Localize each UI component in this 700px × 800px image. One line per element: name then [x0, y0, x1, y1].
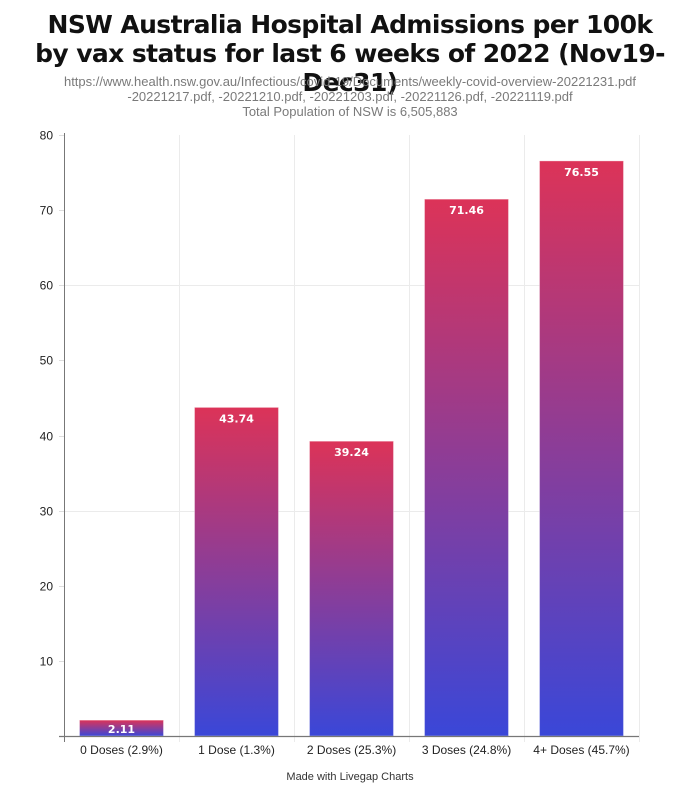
- y-tick-label: 30: [40, 505, 54, 519]
- axis-layer: [59, 133, 639, 742]
- y-tick-label: 50: [40, 354, 54, 368]
- data-label: 71.46: [449, 204, 484, 217]
- y-tick-label: 80: [40, 129, 54, 143]
- data-label: 2.11: [108, 723, 135, 736]
- subtitle-line-1: https://www.health.nsw.gov.au/Infectious…: [63, 74, 637, 89]
- bar: [309, 440, 394, 737]
- bar: [194, 406, 279, 737]
- x-tick-label: 1 Dose (1.3%): [198, 743, 275, 757]
- x-tick-label: 2 Doses (25.3%): [307, 743, 396, 757]
- x-tick-label: 3 Doses (24.8%): [422, 743, 511, 757]
- y-tick-label: 20: [40, 580, 54, 594]
- footer-credit: Made with Livegap Charts: [286, 771, 414, 783]
- data-label: 76.55: [564, 166, 599, 179]
- chart-subtitle: https://www.health.nsw.gov.au/Infectious…: [0, 74, 700, 119]
- data-label: 39.24: [334, 446, 369, 459]
- grid-layer: [64, 135, 640, 742]
- bar: [424, 198, 509, 737]
- y-tick-label: 60: [40, 279, 54, 293]
- bars-layer: [79, 160, 624, 737]
- x-tick-label: 0 Doses (2.9%): [80, 743, 163, 757]
- y-tick-label: 70: [40, 204, 54, 218]
- subtitle-line-3: Total Population of NSW is 6,505,883: [242, 104, 458, 119]
- subtitle-line-2: -20221217.pdf, -20221210.pdf, -20221203.…: [127, 89, 573, 104]
- chart-title: NSW Australia Hospital Admissions per 10…: [0, 10, 700, 97]
- labels-layer: 2.11 0 Doses (2.9%) 43.74 1 Dose (1.3%) 39.2…: [40, 129, 630, 758]
- y-tick-label: 40: [40, 430, 54, 444]
- chart-title-line-1: NSW Australia Hospital Admissions per 10…: [47, 10, 653, 39]
- x-tick-label: 4+ Doses (45.7%): [533, 743, 629, 757]
- chart-title-line-2: by vax status for last 6 weeks of 2022 (…: [35, 39, 665, 97]
- y-tick-label: 10: [40, 655, 54, 669]
- bar: [539, 160, 624, 737]
- data-label: 43.74: [219, 412, 254, 425]
